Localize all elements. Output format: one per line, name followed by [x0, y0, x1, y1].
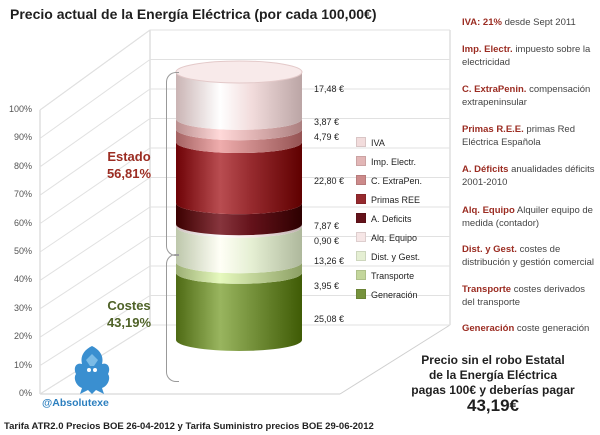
- value-label: 25,08 €: [314, 314, 345, 324]
- legend-swatch: [356, 232, 366, 242]
- desc-imp-electr: Imp. Electr. impuesto sobre la electrici…: [462, 44, 591, 68]
- value-label: 3,95 €: [314, 281, 340, 291]
- desc-primas-ree: Primas R.E.E. primas Red Eléctrica Españ…: [462, 124, 575, 148]
- promo-text: Precio sin el robo Estatal de la Energía…: [392, 353, 594, 415]
- value-label: 0,90 €: [314, 236, 340, 246]
- legend-swatch: [356, 213, 366, 223]
- y-tick-label: 80%: [13, 160, 32, 171]
- promo-line-2: de la Energía Eléctrica: [428, 368, 558, 382]
- chart-title: Precio actual de la Energía Eléctrica (p…: [10, 6, 377, 22]
- legend-swatch: [356, 137, 366, 147]
- legend-item: Alq. Equipo: [356, 232, 417, 243]
- legend-item: A. Deficits: [356, 213, 412, 224]
- segment-generaci-n: [176, 272, 302, 351]
- legend-swatch: [356, 289, 366, 299]
- cylinder-top: [175, 60, 303, 84]
- segment-dist-y-gest: [176, 226, 302, 274]
- desc-a-deficits: A. Déficits anualidades déficits 2001-20…: [462, 164, 595, 188]
- value-label: 17,48 €: [314, 84, 345, 94]
- segment-imp-electr: [176, 118, 302, 141]
- legend-item: Dist. y Gest.: [356, 251, 420, 262]
- author-handle: @Absolutexe: [42, 397, 109, 409]
- legend-label: Imp. Electr.: [371, 157, 417, 167]
- legend-label: A. Deficits: [371, 214, 412, 224]
- legend-item: Primas REE: [356, 194, 420, 205]
- segment-transporte: [176, 262, 302, 284]
- legend-label: Transporte: [371, 271, 415, 281]
- legend-item: C. ExtraPen.: [356, 175, 422, 186]
- y-tick-label: 60%: [13, 217, 32, 228]
- value-label: 22,80 €: [314, 176, 345, 186]
- desc-iva: IVA: 21% desde Sept 2011: [462, 17, 576, 28]
- promo-line-1: Precio sin el robo Estatal: [421, 353, 565, 367]
- segment-c-extrapen: [176, 129, 302, 154]
- group-estado-name: Estado: [107, 149, 151, 164]
- legend-label: Alq. Equipo: [371, 233, 418, 243]
- desc-generacion: Generación coste generación: [462, 323, 590, 334]
- y-tick-label: 20%: [13, 331, 32, 342]
- legend-label: Generación: [371, 290, 418, 300]
- legend-item: IVA: [356, 137, 385, 148]
- promo-line-3: pagas 100€ y deberías pagar 43,19€: [411, 383, 575, 415]
- y-tick-label: 0%: [18, 388, 32, 398]
- desc-c-extrapenin: C. ExtraPenin. compensación extrapeninsu…: [462, 84, 591, 108]
- y-tick-label: 90%: [13, 132, 32, 143]
- group-costes: Costes 43,19%: [90, 297, 168, 331]
- legend-item: Transporte: [356, 270, 414, 281]
- y-tick-label: 100%: [8, 104, 32, 114]
- costes-brace: [166, 254, 179, 382]
- value-label: 4,79 €: [314, 132, 340, 142]
- y-tick-label: 50%: [13, 246, 32, 256]
- group-costes-pct: 43,19%: [106, 315, 152, 330]
- y-tick-label: 70%: [13, 189, 32, 200]
- value-label: 13,26 €: [314, 256, 345, 266]
- promo-value: 43,19€: [467, 396, 519, 415]
- segment-alq-equipo: [176, 224, 302, 238]
- group-estado: Estado 56,81%: [90, 148, 168, 182]
- griffin-logo-icon: [74, 346, 110, 394]
- value-label: 3,87 €: [314, 117, 340, 127]
- legend-swatch: [356, 175, 366, 185]
- segment-primas-ree: [176, 142, 302, 215]
- segment-iva: [176, 72, 302, 130]
- group-estado-pct: 56,81%: [106, 166, 152, 181]
- y-tick-label: 40%: [13, 274, 32, 285]
- group-costes-name: Costes: [107, 298, 151, 313]
- legend-item: Generación: [356, 289, 418, 300]
- desc-dist-gest: Dist. y Gest. costes de distribución y g…: [462, 244, 595, 268]
- y-tick-label: 30%: [13, 302, 32, 313]
- segment-a-deficits: [176, 203, 302, 236]
- desc-alq-equipo: Alq. Equipo Alquiler equipo de medida (c…: [462, 205, 593, 229]
- legend-label: Primas REE: [371, 195, 421, 205]
- legend-swatch: [356, 156, 366, 166]
- y-tick-label: 10%: [13, 359, 32, 370]
- legend-label: C. ExtraPen.: [371, 176, 423, 186]
- legend-swatch: [356, 251, 366, 261]
- legend-swatch: [356, 194, 366, 204]
- desc-transporte: Transporte costes derivados del transpor…: [462, 284, 586, 308]
- legend-swatch: [356, 270, 366, 280]
- legend-label: IVA: [371, 138, 385, 148]
- legend-item: Imp. Electr.: [356, 156, 416, 167]
- legend-label: Dist. y Gest.: [371, 252, 421, 262]
- footer-source: Tarifa ATR2.0 Precios BOE 26-04-2012 y T…: [4, 421, 374, 432]
- value-label: 7,87 €: [314, 221, 340, 231]
